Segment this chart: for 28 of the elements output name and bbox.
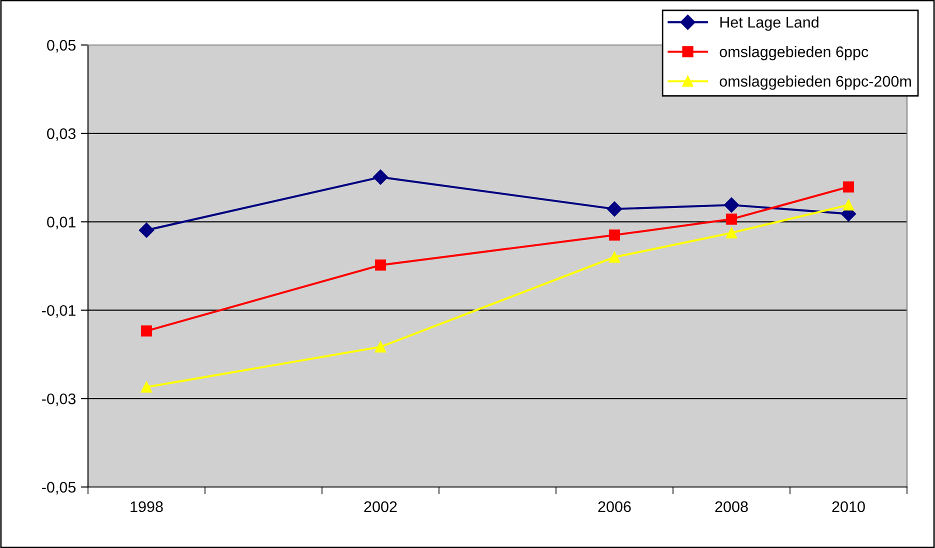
- point: [138, 222, 154, 238]
- x-tick-label: 2006: [598, 501, 631, 512]
- legend-label: omslaggebieden 6ppc-200m: [720, 76, 911, 90]
- point: [372, 170, 388, 185]
- point: [726, 214, 738, 225]
- point: [608, 230, 620, 241]
- point: [842, 199, 854, 211]
- legend-label: Het Lage Land: [720, 16, 818, 31]
- point: [606, 201, 622, 217]
- point: [140, 325, 152, 337]
- point: [842, 181, 854, 192]
- y-tick-label: -0,05: [42, 482, 76, 494]
- point: [608, 252, 620, 263]
- point: [374, 341, 386, 352]
- x-tick-label: 2002: [364, 501, 397, 512]
- y-tick-label: -0,03: [42, 393, 76, 406]
- x-tick-label: 2010: [832, 501, 865, 512]
- y-tick-label: 0,01: [47, 216, 76, 230]
- y-tick-label: 0,05: [47, 40, 76, 52]
- point: [724, 197, 740, 213]
- point: [140, 382, 152, 393]
- legend-label: omslaggebieden 6ppc: [720, 46, 868, 60]
- point: [374, 260, 386, 271]
- y-tick-label: 0,03: [47, 128, 76, 141]
- point: [726, 227, 738, 238]
- x-tick-label: 2008: [715, 501, 748, 512]
- x-tick-label: 1998: [130, 501, 163, 512]
- y-tick-label: -0,01: [42, 305, 76, 318]
